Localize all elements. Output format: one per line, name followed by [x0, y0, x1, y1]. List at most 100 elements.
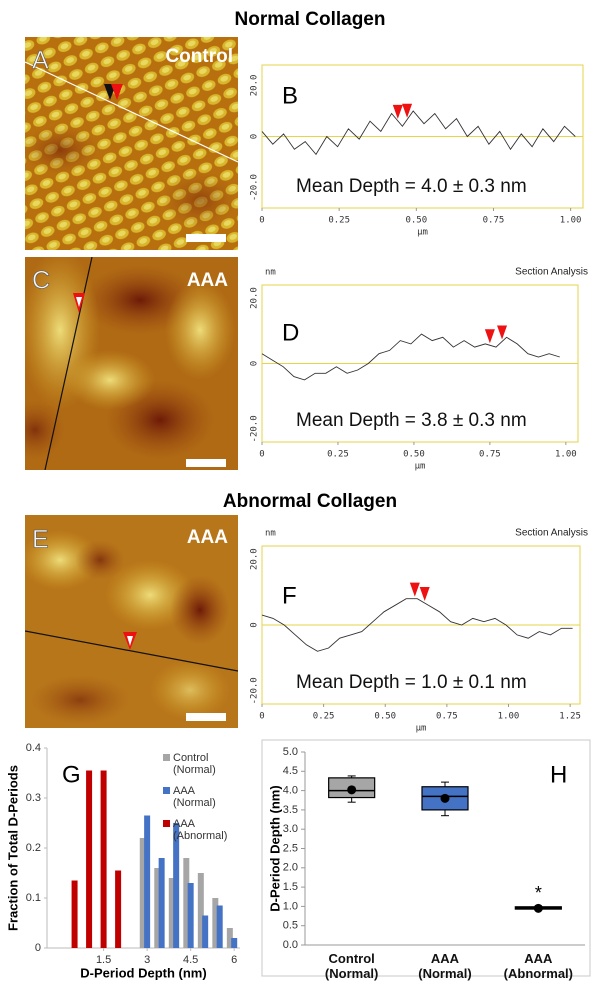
legend-label: AAA (Abnormal) — [173, 818, 228, 842]
y-tick-label: 0.5 — [283, 920, 298, 932]
x-axis-unit: µm — [416, 724, 427, 734]
y-tick-label: 0.4 — [26, 742, 41, 754]
image-tag: AAA — [187, 270, 228, 291]
x-tick-label: 4.5 — [183, 954, 198, 966]
x-tick-label: 0.50 — [405, 216, 427, 226]
afm-image — [20, 37, 240, 250]
y-tick-label: 0 — [250, 134, 260, 139]
annotation: Mean Depth = 3.8 ± 0.3 nm — [296, 410, 527, 431]
legend-entry: Control (Normal) — [163, 752, 243, 776]
panel-frame — [262, 740, 590, 976]
bar — [86, 771, 92, 949]
scale-bar — [186, 459, 226, 467]
y-tick-label: 1.5 — [283, 881, 298, 893]
bar — [217, 906, 223, 949]
panel-label: G — [62, 761, 81, 788]
bar — [159, 858, 165, 948]
x-tick-label: 3 — [144, 954, 150, 966]
x-tick-label: 0.75 — [436, 712, 458, 722]
panel-label: D — [282, 319, 299, 346]
mean-point — [441, 794, 450, 803]
image-tag: Control — [165, 46, 233, 67]
y-tick-label: 20.0 — [250, 548, 260, 570]
chart-title: Section Analysis — [515, 267, 588, 278]
legend-label: AAA (Normal) — [173, 785, 228, 809]
profile-line — [262, 111, 575, 154]
y-tick-label: 5.0 — [283, 746, 298, 758]
mean-point — [534, 904, 543, 913]
scale-bar — [186, 713, 226, 721]
y-tick-label: -20.0 — [250, 415, 260, 442]
y-axis-unit: nm — [265, 268, 276, 278]
y-tick-label: 4.5 — [283, 765, 298, 777]
legend-swatch — [163, 787, 170, 794]
annotation: Mean Depth = 4.0 ± 0.3 nm — [296, 176, 527, 197]
x-tick-label: 1.00 — [498, 712, 520, 722]
y-tick-label: 2.5 — [283, 842, 298, 854]
section-marker — [410, 583, 420, 597]
x-tick-label: 1.00 — [560, 216, 582, 226]
y-tick-label: 0 — [250, 622, 260, 627]
x-tick-label: 0 — [259, 450, 264, 460]
section-marker — [497, 326, 507, 340]
significance-mark: * — [535, 883, 542, 903]
panel-label: B — [282, 82, 298, 109]
section-marker — [402, 104, 412, 118]
bar — [231, 938, 237, 948]
y-tick-label: 0 — [35, 942, 41, 954]
y-tick-label: -20.0 — [250, 677, 260, 704]
legend-swatch — [163, 820, 170, 827]
x-tick-label: 0.50 — [403, 450, 425, 460]
x-tick-label: Control (Normal) — [312, 951, 392, 981]
y-tick-label: 0.0 — [283, 939, 298, 951]
legend-entry: AAA (Normal) — [163, 785, 243, 809]
x-axis-unit: µm — [415, 462, 426, 472]
x-tick-label: 1.25 — [559, 712, 581, 722]
y-axis-unit: nm — [265, 529, 276, 539]
x-tick-label: 1.5 — [96, 954, 111, 966]
y-axis-title: Fraction of Total D-Periods — [5, 765, 20, 931]
panel-label: E — [32, 526, 49, 554]
y-tick-label: 20.0 — [250, 287, 260, 309]
panel-label: C — [32, 267, 50, 295]
y-tick-label: 3.0 — [283, 823, 298, 835]
image-tag: AAA — [187, 527, 228, 548]
legend-swatch — [163, 754, 170, 761]
bar — [144, 816, 150, 949]
y-tick-label: 0 — [250, 361, 260, 366]
x-tick-label: 0.25 — [313, 712, 335, 722]
annotation: Mean Depth = 1.0 ± 0.1 nm — [296, 672, 527, 693]
bar — [72, 881, 78, 949]
figure-canvas: Normal Collagen Abnormal Collagen A C E — [0, 0, 593, 985]
y-tick-label: 20.0 — [250, 75, 260, 97]
panel-label: F — [282, 582, 297, 609]
x-axis-title: D-Period Depth (nm) — [80, 965, 206, 980]
bar — [101, 771, 107, 949]
x-tick-label: 1.00 — [555, 450, 577, 460]
x-tick-label: 0.25 — [328, 216, 350, 226]
y-tick-label: 0.1 — [26, 892, 41, 904]
y-tick-label: -20.0 — [250, 174, 260, 201]
x-tick-label: AAA (Abnormal) — [498, 951, 578, 981]
x-tick-label: AAA (Normal) — [405, 951, 485, 981]
y-tick-label: 2.0 — [283, 862, 298, 874]
legend-label: Control (Normal) — [173, 752, 228, 776]
x-tick-label: 0.75 — [483, 216, 505, 226]
profile-line — [262, 334, 560, 380]
x-tick-label: 6 — [231, 954, 237, 966]
section-heading: Normal Collagen — [235, 9, 386, 30]
x-tick-label: 0 — [259, 216, 264, 226]
figure: Normal Collagen Abnormal Collagen A C E — [0, 0, 593, 985]
x-tick-label: 0 — [259, 712, 264, 722]
section-marker — [420, 587, 430, 601]
mean-point — [347, 785, 356, 794]
y-tick-label: 4.0 — [283, 785, 298, 797]
legend-entry: AAA (Abnormal) — [163, 818, 243, 842]
x-tick-label: 0.75 — [479, 450, 501, 460]
y-tick-label: 0.2 — [26, 842, 41, 854]
section-heading: Abnormal Collagen — [223, 491, 397, 512]
y-tick-label: 0.3 — [26, 792, 41, 804]
panel-label: H — [550, 761, 567, 788]
x-tick-label: 0.50 — [374, 712, 396, 722]
y-axis-title: D-Period Depth (nm) — [267, 785, 282, 911]
